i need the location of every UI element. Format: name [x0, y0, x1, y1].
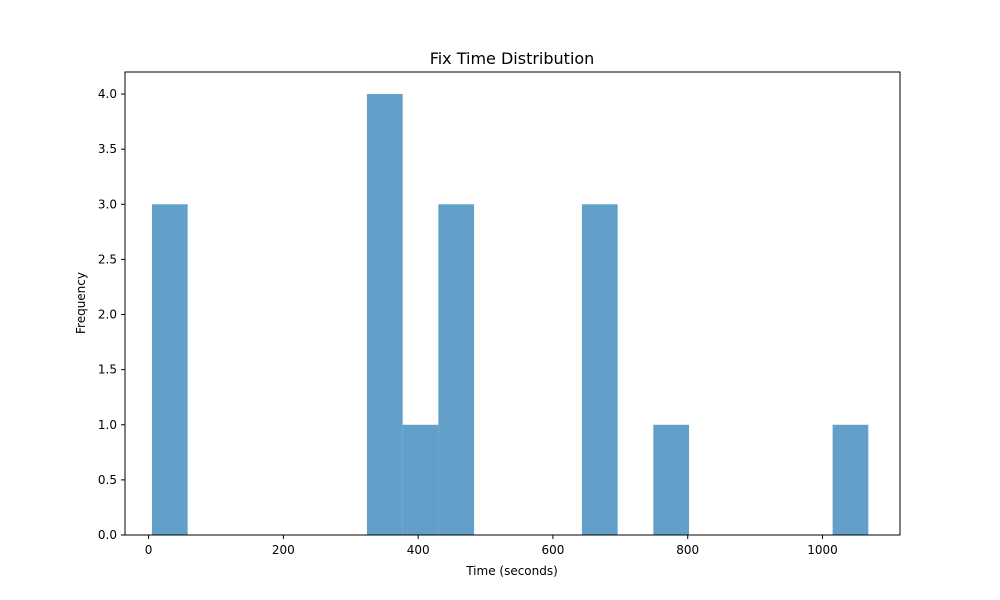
chart-title: Fix Time Distribution	[430, 49, 595, 68]
x-tick-label-5: 1000	[807, 543, 838, 557]
y-axis-label: Frequency	[74, 272, 88, 334]
y-tick-label-0: 0.0	[98, 528, 117, 542]
bars-group	[151, 94, 869, 536]
histogram-bar-2	[402, 424, 439, 535]
x-tick-label-0: 0	[145, 543, 153, 557]
x-axis-label: Time (seconds)	[465, 564, 558, 578]
x-axis: 0 200 400 600 800 1000	[145, 535, 838, 557]
y-tick-label-8: 4.0	[98, 87, 117, 101]
histogram-bar-6	[832, 424, 869, 535]
y-tick-label-3: 1.5	[98, 363, 117, 377]
y-tick-label-5: 2.5	[98, 252, 117, 266]
y-tick-label-7: 3.5	[98, 142, 117, 156]
y-axis: 0.0 0.5 1.0 1.5 2.0 2.5 3.0 3.5 4.0	[98, 87, 125, 542]
plot-frame	[124, 71, 901, 536]
x-tick-label-1: 200	[272, 543, 295, 557]
x-tick-label-3: 600	[541, 543, 564, 557]
x-tick-label-2: 400	[407, 543, 430, 557]
y-tick-label-1: 0.5	[98, 473, 117, 487]
histogram-bar-4	[581, 204, 618, 536]
y-tick-label-2: 1.0	[98, 418, 117, 432]
y-tick-label-4: 2.0	[98, 308, 117, 322]
histogram-bar-5	[653, 424, 690, 535]
y-tick-label-6: 3.0	[98, 197, 117, 211]
x-tick-label-4: 800	[676, 543, 699, 557]
histogram-bar-3	[438, 204, 475, 536]
histogram-bar-1	[366, 94, 403, 536]
histogram-bar-0	[151, 204, 188, 536]
